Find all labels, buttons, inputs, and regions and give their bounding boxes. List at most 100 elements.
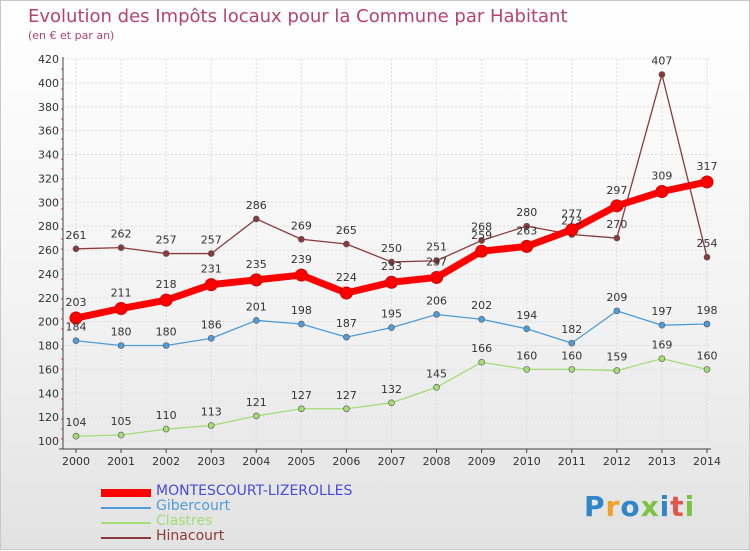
data-label: 132 xyxy=(381,383,402,396)
data-label: 113 xyxy=(201,405,222,418)
data-label: 224 xyxy=(336,271,357,284)
y-tick-label: 400 xyxy=(38,77,59,90)
data-point xyxy=(388,258,395,266)
data-label: 197 xyxy=(651,305,672,318)
y-axis-dot xyxy=(61,318,63,320)
data-label: 297 xyxy=(606,184,627,197)
y-axis-dot xyxy=(61,138,63,140)
data-point xyxy=(613,307,621,315)
data-point xyxy=(433,311,440,318)
data-label: 233 xyxy=(381,260,402,273)
legend-item: Hinacourt xyxy=(101,528,431,545)
x-tick-label: 2007 xyxy=(378,455,406,468)
legend-label: Hinacourt xyxy=(156,528,225,544)
data-label: 166 xyxy=(471,342,492,355)
data-point xyxy=(72,432,80,440)
data-point xyxy=(478,315,485,323)
legend-label: Clastres xyxy=(156,513,213,529)
data-label: 180 xyxy=(111,326,132,339)
data-point xyxy=(655,185,669,199)
data-point xyxy=(249,273,263,287)
y-tick-label: 140 xyxy=(38,387,59,400)
data-label: 280 xyxy=(516,206,537,219)
y-tick-label: 260 xyxy=(38,244,59,257)
data-point xyxy=(385,275,398,289)
y-axis-dot xyxy=(61,348,63,350)
y-tick-label: 240 xyxy=(38,268,59,281)
x-tick-label: 2014 xyxy=(693,455,721,468)
data-point xyxy=(475,244,489,258)
data-point xyxy=(520,239,534,253)
data-label: 206 xyxy=(426,294,447,307)
data-point xyxy=(523,222,531,230)
y-tick-label: 280 xyxy=(38,220,59,233)
x-tick-label: 2012 xyxy=(603,455,631,468)
y-axis-dot xyxy=(61,338,63,340)
data-point xyxy=(114,301,128,315)
logo-letter: P xyxy=(584,490,606,523)
y-axis-dot xyxy=(61,278,63,280)
y-axis-dot xyxy=(61,98,63,100)
data-point xyxy=(430,270,444,284)
y-tick-label: 320 xyxy=(38,172,59,185)
data-point xyxy=(117,431,125,439)
logo-letter: t xyxy=(670,490,685,523)
data-label: 257 xyxy=(201,234,222,247)
y-axis-dot xyxy=(61,298,63,300)
y-axis-dot xyxy=(61,308,63,310)
data-label: 262 xyxy=(111,228,132,241)
data-label: 263 xyxy=(516,224,537,237)
data-point xyxy=(478,237,485,244)
y-tick-label: 180 xyxy=(38,340,59,353)
data-label: 198 xyxy=(291,304,312,317)
data-label: 160 xyxy=(516,349,537,362)
data-point xyxy=(703,366,711,373)
y-axis-dot xyxy=(61,118,63,120)
logo-letter: i xyxy=(659,490,671,523)
data-point xyxy=(117,244,125,251)
y-tick-label: 360 xyxy=(38,125,59,138)
data-label: 159 xyxy=(606,351,627,364)
x-tick-label: 2002 xyxy=(152,455,180,468)
data-label: 257 xyxy=(156,234,177,247)
x-tick-label: 2001 xyxy=(107,455,135,468)
data-label: 169 xyxy=(651,339,672,352)
data-label: 105 xyxy=(111,415,132,428)
data-point xyxy=(252,317,260,324)
y-tick-label: 160 xyxy=(38,363,59,376)
data-label: 127 xyxy=(291,389,312,402)
data-label: 160 xyxy=(697,349,718,362)
data-label: 265 xyxy=(336,224,357,237)
logo-letter: x xyxy=(640,490,660,523)
data-point xyxy=(72,337,80,345)
data-label: 211 xyxy=(111,286,132,299)
y-tick-label: 200 xyxy=(38,316,59,329)
x-tick-label: 2010 xyxy=(513,455,541,468)
y-tick-label: 340 xyxy=(38,149,59,162)
chart-data-labels: 261 262 257 257 286 269 265 250 251 268 280 273 270 4… xyxy=(66,55,718,430)
logo-letter: o xyxy=(620,490,641,523)
y-axis-dot xyxy=(61,78,63,80)
data-point xyxy=(252,215,260,223)
x-tick-label: 2004 xyxy=(242,455,270,468)
logo-letter: i xyxy=(684,490,696,523)
y-axis-dot xyxy=(61,228,63,230)
chart-axes: 100 120 140 160 180 200 220 240 260 280 300 320 340 3… xyxy=(38,53,721,468)
data-label: 186 xyxy=(201,318,222,331)
data-label: 250 xyxy=(381,242,402,255)
data-point xyxy=(294,268,308,282)
legend-item: MONTESCOURT-LIZEROLLES xyxy=(101,483,431,500)
y-axis-dot xyxy=(61,248,63,250)
data-label: 202 xyxy=(471,299,492,312)
data-point xyxy=(433,257,440,265)
data-point xyxy=(298,320,305,328)
data-label: 259 xyxy=(471,229,492,242)
x-tick-label: 2009 xyxy=(468,455,496,468)
data-point xyxy=(610,199,624,213)
data-point xyxy=(523,325,531,333)
data-point xyxy=(478,358,485,366)
y-axis-dot xyxy=(61,88,63,90)
data-label: 268 xyxy=(471,220,492,233)
y-axis-dot xyxy=(61,268,63,270)
